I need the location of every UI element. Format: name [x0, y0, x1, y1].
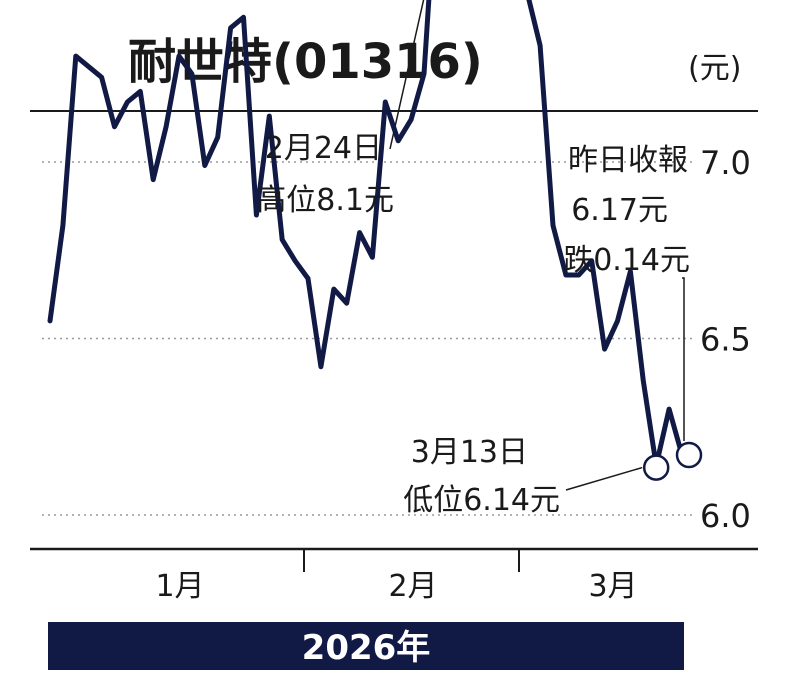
low-marker [642, 454, 670, 481]
close-value-label: 6.17元 [571, 193, 668, 228]
low-value-label: 低位6.14元 [403, 483, 560, 518]
low-date-label: 3月13日 [411, 435, 528, 470]
y-tick-label: 6.5 [700, 321, 751, 359]
x-tick-label: 3月 [588, 569, 637, 604]
x-tick-label: 1月 [155, 569, 204, 604]
annotation-markers [642, 441, 703, 481]
y-tick-label: 6.0 [700, 497, 751, 535]
high-value-label: 高位8.1元 [256, 183, 394, 218]
unit-label: (元) [688, 51, 741, 86]
y-tick-label: 7.0 [700, 144, 751, 182]
annotation-leaders [389, 0, 685, 491]
price-line [47, 0, 685, 469]
high-date-label: 2月24日 [265, 131, 382, 166]
year-label: 2026年 [302, 628, 431, 668]
price-series [47, 0, 685, 469]
close-title-label: 昨日收報 [568, 143, 688, 178]
x-axis-ticks: 1月 2月 3月 [155, 549, 638, 604]
x-tick-label: 2月 [388, 569, 437, 604]
close-leader [682, 277, 685, 441]
close-marker [675, 441, 703, 469]
y-axis-ticks: 6.06.57.07.58.0 [700, 0, 751, 535]
high-leader [389, 0, 425, 150]
year-banner [48, 622, 684, 670]
y-tick-label: 7.5 [700, 0, 751, 6]
low-leader [565, 466, 643, 491]
close-change-label: 跌0.14元 [563, 243, 690, 278]
